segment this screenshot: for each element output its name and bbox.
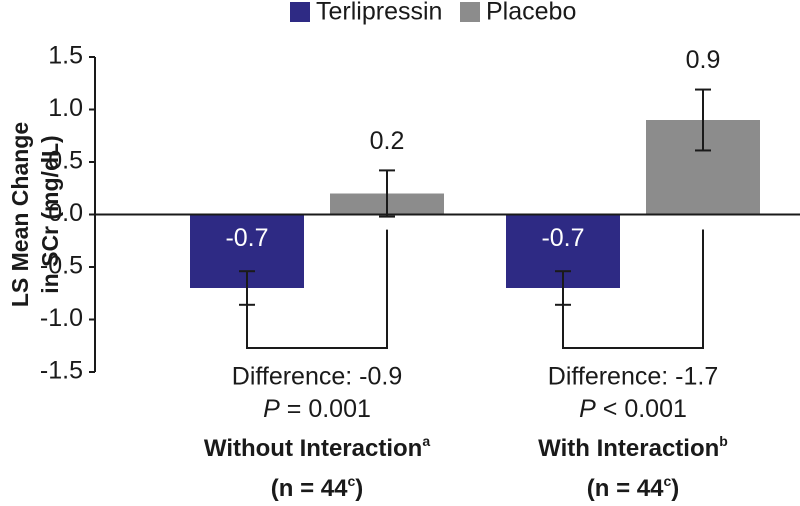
y-tick-label: -1.5 — [40, 357, 83, 385]
footnote-marker: b — [719, 433, 728, 449]
y-tick-label: 0.5 — [48, 147, 83, 175]
y-tick-label: 0.0 — [48, 199, 83, 227]
category-label: Without Interactiona — [204, 433, 430, 463]
legend-swatch — [290, 2, 310, 22]
difference-bracket — [246, 229, 388, 349]
y-tick-label: -0.5 — [40, 252, 83, 280]
category-label: With Interactionb — [538, 433, 728, 463]
p-text: = 0.001 — [287, 395, 371, 423]
n-label: (n = 44c) — [271, 473, 364, 503]
legend-swatch — [460, 2, 480, 22]
value-label: 0.9 — [686, 46, 721, 74]
p-value: P < 0.001 — [579, 395, 687, 423]
y-tick-label: -1.0 — [40, 304, 83, 332]
category-name: With Interaction — [538, 435, 719, 462]
y-axis-label: in SCr (mg/dL) — [37, 135, 63, 293]
n-text: (n = 44 — [271, 475, 348, 502]
p-text: < 0.001 — [603, 395, 687, 423]
y-axis-label: LS Mean Change — [7, 122, 33, 307]
n-text: (n = 44 — [587, 475, 664, 502]
difference-label: Difference: -0.9 — [232, 363, 402, 391]
footnote-marker: a — [422, 433, 430, 449]
n-text: ) — [671, 475, 679, 502]
difference-bracket — [562, 229, 704, 349]
difference-label: Difference: -1.7 — [548, 363, 718, 391]
p-value: P = 0.001 — [263, 395, 371, 423]
n-text: ) — [355, 475, 363, 502]
error-bar — [695, 88, 711, 152]
legend-label: Terlipressin — [316, 0, 442, 26]
p-symbol: P — [579, 395, 596, 423]
y-tick-label: 1.5 — [48, 42, 83, 70]
footnote-marker: c — [347, 473, 355, 489]
value-label: 0.2 — [370, 127, 405, 155]
value-label: -0.7 — [541, 224, 584, 252]
footnote-marker: c — [663, 473, 671, 489]
n-label: (n = 44c) — [587, 473, 680, 503]
category-name: Without Interaction — [204, 435, 422, 462]
value-label: -0.7 — [225, 224, 268, 252]
y-tick-label: 1.0 — [48, 94, 83, 122]
error-bar — [379, 169, 395, 218]
legend-label: Placebo — [486, 0, 576, 26]
p-symbol: P — [263, 395, 280, 423]
